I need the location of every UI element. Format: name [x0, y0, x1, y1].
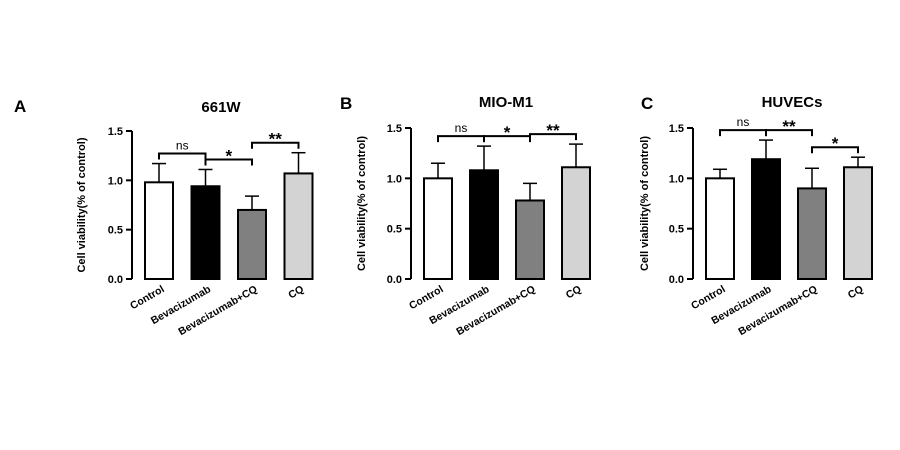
y-tick-label: 0.5 [669, 224, 684, 236]
chart-title: MIO-M1 [479, 94, 533, 111]
x-tick-label: Bevacizumab+CQ [454, 283, 537, 338]
bar-cq [283, 172, 314, 280]
y-tick-label: 1.5 [387, 123, 402, 135]
bar-bevacizumab [190, 185, 221, 280]
bar-cq [561, 166, 591, 280]
significance-label: ** [546, 121, 560, 140]
bar-bevacizumab [751, 158, 781, 280]
bar-bevacizumab-cq [515, 199, 545, 280]
y-axis-label: Cell viability(% of control) [76, 137, 88, 272]
significance-label: ns [176, 139, 189, 153]
significance-label: ** [269, 130, 283, 149]
bar-cq [843, 166, 873, 280]
y-tick-label: 0.5 [108, 225, 123, 237]
significance-bracket [765, 129, 813, 137]
panel-letter: A [14, 97, 26, 116]
panel-letter: C [641, 94, 653, 113]
y-tick-label: 0.5 [387, 224, 402, 236]
significance-label: * [832, 134, 839, 153]
panel-letter: B [340, 94, 352, 113]
significance-bracket [158, 152, 207, 160]
significance-bracket [251, 141, 300, 149]
panel-B: B MIO-M1 0.0 0.5 1.0 1.5 Cell viability(% of c… [340, 94, 591, 338]
bar-control [705, 177, 735, 280]
bar-control [144, 181, 174, 281]
x-tick-label: Bevacizumab+CQ [736, 283, 819, 338]
significance-label: ** [782, 117, 796, 136]
significance-bracket [204, 158, 253, 166]
y-tick-label: 1.0 [108, 175, 123, 187]
y-axis-label: Cell viability(% of control) [639, 136, 651, 271]
significance-bracket [437, 135, 485, 143]
x-tick-label: CQ [846, 283, 866, 301]
x-tick-label: CQ [564, 283, 584, 301]
x-tick-label: Control [407, 283, 445, 312]
x-tick-label: Control [689, 283, 727, 312]
y-tick-label: 1.0 [387, 173, 402, 185]
chart-title: 661W [201, 99, 241, 116]
significance-label: * [225, 146, 232, 165]
y-tick-label: 0.0 [387, 274, 402, 286]
y-tick-label: 0.0 [669, 274, 684, 286]
bar-bevacizumab-cq [237, 208, 267, 280]
x-tick-label: CQ [286, 283, 306, 301]
chart-title: HUVECs [762, 94, 823, 111]
significance-label: ns [455, 121, 468, 135]
y-axis-label: Cell viability(% of control) [356, 136, 368, 271]
bar-bevacizumab-cq [797, 187, 827, 280]
y-tick-label: 1.5 [108, 126, 123, 138]
significance-label: ns [737, 115, 750, 129]
panel-C: C HUVECs 0.0 0.5 1.0 1.5 Cell viability(% of c… [639, 94, 873, 338]
y-tick-label: 0.0 [108, 274, 123, 286]
y-tick-label: 1.5 [669, 123, 684, 135]
significance-bracket [811, 146, 859, 154]
significance-bracket [529, 133, 577, 141]
significance-bracket [719, 129, 767, 137]
significance-label: * [504, 123, 511, 142]
y-tick-label: 1.0 [669, 173, 684, 185]
x-tick-label: Bevacizumab+CQ [176, 283, 259, 338]
x-tick-label: Control [128, 283, 166, 312]
bar-bevacizumab [469, 169, 499, 280]
bar-control [423, 177, 453, 280]
panel-A: A 661W 0.0 0.5 1.0 1.5 Cell viability(% of con… [14, 97, 314, 338]
